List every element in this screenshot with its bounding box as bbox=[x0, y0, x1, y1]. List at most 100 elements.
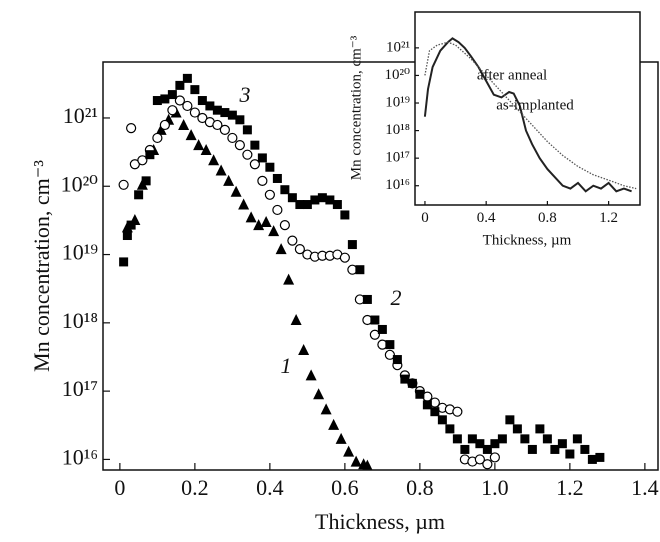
square-marker bbox=[542, 434, 552, 444]
square-marker bbox=[422, 400, 432, 410]
x-tick-label: 0 bbox=[421, 210, 429, 226]
triangle-marker bbox=[238, 198, 250, 210]
circle-marker bbox=[482, 459, 493, 470]
square-marker bbox=[512, 424, 522, 434]
triangle-marker bbox=[362, 459, 373, 470]
triangle-marker bbox=[200, 143, 212, 155]
square-marker bbox=[520, 434, 530, 444]
square-marker bbox=[347, 240, 357, 250]
square-marker bbox=[392, 355, 402, 365]
square-marker bbox=[572, 434, 582, 444]
plot-frame bbox=[102, 61, 659, 471]
square-marker bbox=[370, 315, 380, 325]
chart-panel: 0 0.4 0.8 1.2 10¹⁶ 10¹⁷ 10¹⁸ 10¹⁹ 10²⁰ 10²¹ Thickn… bbox=[348, 11, 641, 248]
square-marker bbox=[287, 193, 297, 203]
square-marker bbox=[182, 73, 192, 83]
square-marker bbox=[550, 444, 560, 454]
square-marker bbox=[475, 439, 485, 449]
square-marker bbox=[332, 200, 342, 210]
triangle-marker bbox=[313, 388, 325, 400]
circle-marker bbox=[272, 204, 283, 216]
square-marker bbox=[587, 454, 597, 464]
series-label: 2 bbox=[391, 285, 402, 310]
y-tick-label: 10²¹ bbox=[386, 39, 410, 55]
square-marker bbox=[415, 389, 425, 399]
circle-marker bbox=[234, 140, 245, 151]
series-label: 1 bbox=[281, 353, 292, 378]
x-tick-label: 0 bbox=[114, 475, 125, 500]
x-tick-label: 1.0 bbox=[481, 475, 509, 500]
triangle-marker bbox=[208, 154, 220, 166]
y-tick-label: 10²¹ bbox=[63, 103, 98, 128]
square-marker bbox=[220, 108, 230, 118]
square-marker bbox=[126, 220, 136, 230]
square-marker bbox=[565, 449, 575, 459]
square-marker bbox=[407, 378, 417, 388]
circle-marker bbox=[279, 219, 290, 231]
circle-marker bbox=[167, 105, 178, 116]
circle-marker bbox=[174, 95, 185, 106]
square-marker bbox=[212, 105, 222, 115]
circle-marker bbox=[227, 132, 238, 144]
x-tick-label: 0.8 bbox=[538, 210, 557, 226]
circle-marker bbox=[257, 175, 268, 186]
circle-marker bbox=[197, 112, 208, 124]
triangle-marker bbox=[320, 403, 332, 415]
triangle-marker bbox=[215, 164, 227, 176]
triangle-marker bbox=[290, 314, 302, 326]
circle-marker bbox=[287, 235, 298, 246]
circle-marker bbox=[118, 179, 129, 190]
circle-marker bbox=[489, 452, 500, 463]
square-marker bbox=[272, 173, 282, 183]
y-tick-label: 10¹⁹ bbox=[62, 240, 99, 265]
y-tick-label: 10¹⁶ bbox=[62, 444, 98, 469]
square-marker bbox=[325, 195, 335, 205]
triangle-marker bbox=[245, 211, 257, 223]
circle-marker bbox=[264, 189, 275, 200]
square-marker bbox=[160, 94, 170, 104]
triangle-marker bbox=[328, 418, 340, 430]
triangle-marker bbox=[178, 118, 190, 130]
circle-marker bbox=[126, 123, 137, 134]
plot-frame bbox=[414, 11, 641, 206]
triangle-marker bbox=[343, 445, 355, 457]
square-marker bbox=[595, 452, 605, 462]
square-marker bbox=[257, 153, 267, 163]
circle-marker bbox=[339, 252, 350, 263]
circle-marker bbox=[219, 124, 230, 135]
x-tick-label: 1.2 bbox=[556, 475, 584, 500]
square-marker bbox=[527, 444, 537, 454]
triangle-marker bbox=[298, 344, 310, 356]
square-marker bbox=[497, 434, 507, 444]
square-marker bbox=[235, 115, 245, 125]
square-marker bbox=[505, 415, 515, 425]
square-marker bbox=[400, 374, 410, 384]
square-marker bbox=[467, 434, 477, 444]
square-marker bbox=[250, 140, 260, 150]
circle-marker bbox=[474, 454, 485, 465]
square-marker bbox=[227, 110, 237, 120]
circle-marker bbox=[294, 244, 305, 255]
triangle-marker bbox=[185, 129, 197, 141]
circle-marker bbox=[242, 149, 253, 160]
circle-marker bbox=[452, 406, 463, 417]
circle-marker bbox=[182, 100, 193, 112]
triangle-marker bbox=[260, 215, 272, 227]
x-axis-label: Thickness, µm bbox=[315, 509, 445, 534]
circle-marker bbox=[152, 132, 163, 144]
y-tick-label: 10¹⁹ bbox=[385, 94, 410, 110]
circle-marker bbox=[369, 329, 380, 340]
square-marker bbox=[340, 210, 350, 220]
square-marker bbox=[205, 101, 215, 111]
square-marker bbox=[295, 200, 305, 210]
circle-marker bbox=[249, 159, 260, 170]
square-marker bbox=[242, 125, 252, 135]
square-marker bbox=[134, 190, 144, 200]
square-marker bbox=[557, 439, 567, 449]
square-marker bbox=[141, 176, 151, 186]
y-tick-label: 10¹⁸ bbox=[385, 122, 410, 138]
triangle-marker bbox=[350, 455, 362, 467]
square-marker bbox=[445, 424, 455, 434]
y-axis-label: Mn concentration, cm⁻³ bbox=[29, 160, 54, 372]
